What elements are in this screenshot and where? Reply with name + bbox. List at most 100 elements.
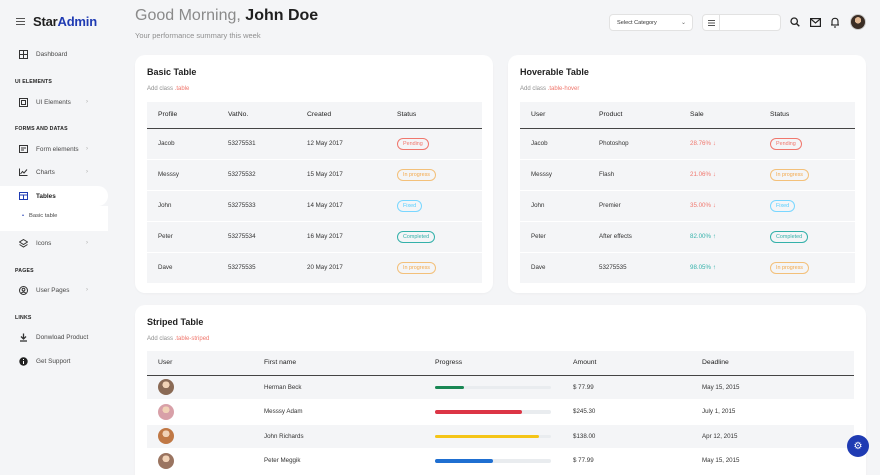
menu-toggle-icon[interactable]: [16, 18, 25, 25]
table-row[interactable]: Peter After effects 82.00% ↑ Completed: [520, 221, 855, 253]
table-row[interactable]: Messsy Flash 21.06% ↓ In progress: [520, 159, 855, 191]
search-icon[interactable]: [789, 16, 801, 28]
sidebar-item-support[interactable]: Get Support: [0, 351, 108, 371]
cell-user: Jacob: [520, 128, 588, 160]
cell-sale: 98.05% ↑: [679, 252, 759, 284]
table-row[interactable]: Jacob Photoshop 28.76% ↓ Pending: [520, 128, 855, 160]
sidebar-item-dashboard[interactable]: Dashboard: [0, 44, 108, 64]
user-circle-icon: [18, 285, 28, 295]
cell-profile: Jacob: [147, 128, 217, 160]
progress-bar: [435, 434, 551, 438]
download-icon: [18, 332, 28, 342]
cell-product: Photoshop: [588, 128, 679, 160]
cell-created: 14 May 2017: [296, 190, 386, 222]
category-select[interactable]: Select Category ⌄: [609, 14, 693, 31]
sidebar-item-label: Charts: [36, 168, 55, 176]
cell-profile: Dave: [147, 252, 217, 284]
cell-progress: [424, 399, 562, 425]
cell-vat: 53275534: [217, 221, 296, 253]
hoverable-table: User Product Sale Status Jacob Photoshop…: [520, 102, 855, 284]
cell-user: [147, 424, 253, 449]
status-badge: Completed: [397, 230, 436, 243]
table-row[interactable]: Dave 53275535 98.05% ↑ In progress: [520, 252, 855, 284]
column-header[interactable]: Profile: [147, 102, 217, 129]
sidebar-item-form-elements[interactable]: Form elements ›: [0, 139, 108, 159]
cell-product: Premier: [588, 190, 679, 222]
cell-created: 15 May 2017: [296, 159, 386, 191]
cell-vat: 53275531: [217, 128, 296, 160]
column-header[interactable]: Created: [296, 102, 386, 129]
cell-status: In progress: [386, 252, 482, 284]
sidebar-item-charts[interactable]: Charts ›: [0, 162, 108, 182]
mail-icon[interactable]: [809, 16, 821, 28]
cell-first-name: Peter Meggik: [253, 448, 424, 474]
chevron-right-icon: ›: [86, 146, 88, 152]
striped-table: User First name Progress Amount Deadline…: [147, 351, 854, 474]
bell-icon[interactable]: [829, 16, 841, 28]
status-badge: Pending: [397, 137, 429, 150]
sidebar-item-ui-elements[interactable]: UI Elements ›: [0, 92, 108, 112]
search-box: [702, 14, 781, 31]
page-title: Good Morning, John Doe: [135, 7, 319, 24]
card-description: Add class .table-hover: [520, 86, 580, 92]
column-header[interactable]: Deadline: [691, 351, 854, 376]
progress-bar: [435, 410, 551, 414]
column-header[interactable]: Progress: [424, 351, 562, 376]
user-avatar[interactable]: [850, 14, 866, 30]
cell-amount: $245.30: [562, 399, 691, 425]
cell-deadline: July 1, 2015: [691, 399, 854, 425]
avatar: [158, 379, 174, 396]
column-header[interactable]: Amount: [562, 351, 691, 376]
status-badge: In progress: [397, 168, 436, 181]
sidebar-subitem-basic-table[interactable]: Basic table: [22, 213, 57, 219]
settings-fab[interactable]: ⚙: [847, 435, 869, 457]
arrow-up-icon: ↑: [712, 233, 716, 240]
sidebar-item-download[interactable]: Donwload Product: [0, 327, 108, 347]
brand-logo[interactable]: StarAdmin: [33, 14, 97, 29]
progress-fill: [435, 385, 464, 389]
cell-status: In progress: [759, 252, 855, 284]
cell-profile: Peter: [147, 221, 217, 253]
column-header[interactable]: User: [520, 102, 588, 129]
cell-user: Dave: [520, 252, 588, 284]
table-row: Jacob 53275531 12 May 2017 Pending: [147, 128, 482, 160]
arrow-down-icon: ↓: [712, 140, 716, 147]
sidebar-item-user-pages[interactable]: User Pages ›: [0, 280, 108, 300]
chart-line-icon: [18, 167, 28, 177]
basic-table-card: Basic Table Add class .table Profile Vat…: [135, 55, 493, 293]
column-header[interactable]: Status: [386, 102, 482, 129]
chevron-down-icon: ⌄: [680, 20, 686, 26]
column-header[interactable]: Sale: [679, 102, 759, 129]
cell-vat: 53275532: [217, 159, 296, 191]
table-row: John 53275533 14 May 2017 Fixed: [147, 190, 482, 222]
table-row[interactable]: John Premier 35.00% ↓ Fixed: [520, 190, 855, 222]
cell-status: In progress: [386, 159, 482, 191]
cell-created: 12 May 2017: [296, 128, 386, 160]
cell-status: Pending: [386, 128, 482, 160]
layers-icon: [18, 238, 28, 248]
cell-status: Completed: [759, 221, 855, 253]
section-links: LINKS: [15, 315, 32, 321]
info-icon: [18, 356, 28, 366]
column-header[interactable]: User: [147, 351, 253, 376]
cell-user: Messsy: [520, 159, 588, 191]
cell-progress: [424, 448, 562, 474]
search-input[interactable]: [722, 16, 780, 29]
cell-amount: $ 77.99: [562, 448, 691, 474]
status-badge: In progress: [770, 261, 809, 274]
menu-lines-icon[interactable]: [703, 15, 720, 30]
sidebar: StarAdmin Dashboard UI ELEMENTS UI Eleme…: [0, 0, 108, 475]
cell-profile: Messsy: [147, 159, 217, 191]
table-icon: [18, 191, 28, 201]
chevron-right-icon: ›: [86, 240, 88, 246]
column-header[interactable]: Status: [759, 102, 855, 129]
sidebar-item-label: User Pages: [36, 286, 70, 294]
section-pages: PAGES: [15, 268, 34, 274]
sidebar-item-label: Dashboard: [36, 50, 68, 58]
sidebar-item-tables[interactable]: Tables: [0, 186, 108, 206]
arrow-down-icon: ↓: [712, 171, 716, 178]
column-header[interactable]: First name: [253, 351, 424, 376]
column-header[interactable]: VatNo.: [217, 102, 296, 129]
sidebar-item-icons[interactable]: Icons ›: [0, 233, 108, 253]
column-header[interactable]: Product: [588, 102, 679, 129]
